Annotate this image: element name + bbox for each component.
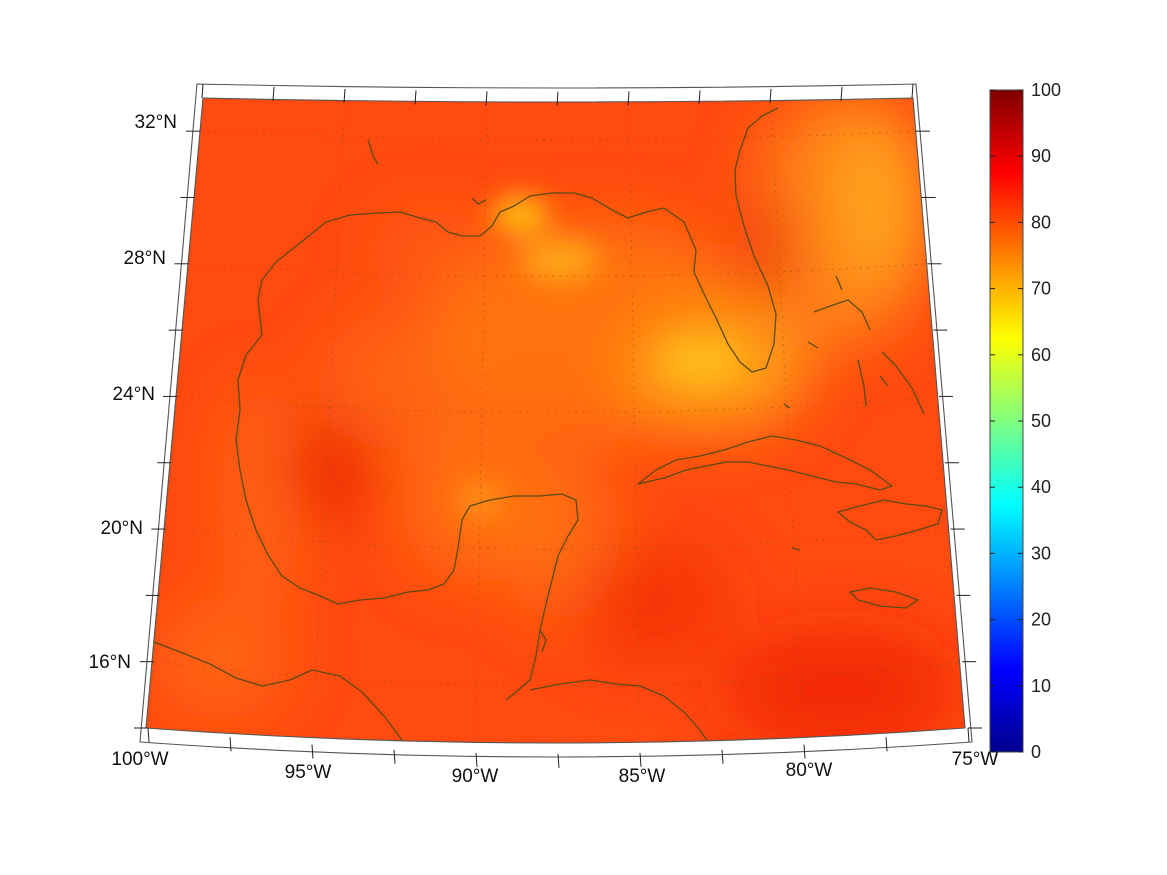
lat-label: 24°N	[113, 384, 155, 405]
coastline-island-3	[471, 197, 487, 205]
frame-tick	[311, 744, 314, 759]
colorbar-tick-label: 40	[1031, 477, 1051, 497]
lat-label: 32°N	[135, 112, 177, 133]
colorbar-tick-label: 50	[1031, 411, 1051, 431]
frame-tick	[803, 744, 806, 759]
colorbar-tick-label: 70	[1031, 279, 1051, 299]
frame-tick	[967, 727, 970, 743]
coastline-bahamas	[783, 275, 925, 415]
field-patches	[150, 98, 960, 743]
frame-tick	[201, 83, 204, 99]
coastline-cuba	[637, 435, 893, 491]
coastline-honduras	[529, 679, 713, 743]
colorbar-tick-label: 10	[1031, 676, 1051, 696]
frame-tick	[229, 737, 232, 752]
map-frame	[145, 97, 966, 744]
frame-tick	[885, 737, 888, 752]
lon-label: 75°W	[952, 749, 999, 770]
coastline-cozumel	[539, 629, 547, 653]
parallel	[188, 263, 928, 277]
coastline-hispaniola	[837, 499, 943, 541]
colorbar-tick-label: 80	[1031, 212, 1051, 232]
relative-field-raster	[146, 98, 965, 743]
frame-tick	[147, 727, 150, 743]
frame-tick	[557, 753, 560, 768]
frame-tick	[414, 90, 417, 105]
colorbar-tick-label: 30	[1031, 543, 1051, 563]
coastline-mexico-gulf	[235, 409, 579, 701]
lon-labels: 100°W 95°W 90°W 85°W 80°W 75°W	[111, 749, 998, 787]
colorbar-tick-label: 100	[1031, 80, 1061, 100]
lat-label: 16°N	[89, 652, 131, 673]
lat-label: 28°N	[124, 248, 166, 269]
meridian	[628, 105, 641, 743]
coastline-island-1	[367, 139, 379, 165]
colorbar-tick-label: 20	[1031, 610, 1051, 630]
colorbar: 0 10 20 30 40 50 60 70 80 90 100	[989, 80, 1061, 762]
frame-tick	[721, 749, 724, 764]
colorbar-tick-label: 60	[1031, 345, 1051, 365]
parallel	[165, 528, 951, 550]
coastline-pacific	[153, 641, 413, 743]
frame-tick	[840, 86, 843, 101]
meridian	[475, 105, 488, 743]
lat-labels: 32°N 28°N 24°N 20°N 16°N	[89, 112, 177, 673]
lat-label: 20°N	[101, 518, 143, 539]
colorbar-ticks: 0 10 20 30 40 50 60 70 80 90 100	[990, 80, 1061, 762]
field-yellow-spots	[460, 197, 740, 516]
lon-label: 100°W	[111, 749, 168, 770]
frame-tick	[911, 83, 914, 99]
colorbar-tick-label: 0	[1031, 742, 1041, 762]
colorbar-tick-label: 90	[1031, 146, 1051, 166]
lon-label: 80°W	[786, 760, 833, 781]
map-outer-frame	[139, 83, 973, 758]
parallel	[200, 130, 916, 141]
lon-label: 95°W	[285, 762, 332, 783]
coastlines	[153, 107, 943, 743]
lon-label: 85°W	[619, 766, 666, 787]
parallel	[176, 396, 940, 414]
frame-tick	[769, 88, 772, 103]
coastline-gulf-north	[237, 107, 779, 411]
frame-tick	[627, 91, 630, 106]
frame-tick	[485, 91, 488, 106]
frame-tick	[475, 752, 478, 767]
coastline-island-2	[791, 547, 801, 551]
frame-ticks	[134, 83, 982, 768]
frame-tick	[698, 90, 701, 105]
lon-label: 90°W	[452, 766, 499, 787]
coastline-jamaica	[849, 587, 919, 609]
frame-tick	[393, 749, 396, 764]
frame-tick	[556, 91, 559, 106]
frame-tick	[639, 752, 642, 767]
frame-tick	[272, 86, 275, 101]
frame-tick	[343, 88, 346, 103]
